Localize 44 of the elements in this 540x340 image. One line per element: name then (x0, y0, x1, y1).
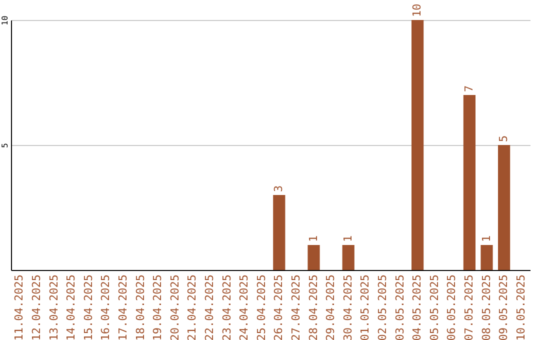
data-label: 10 (410, 4, 424, 17)
x-tick-label: 11.04.2025 (12, 274, 26, 340)
x-tick-label: 07.05.2025 (462, 274, 476, 340)
bar (308, 245, 320, 270)
data-label: 1 (341, 235, 354, 242)
x-tick-label: 20.04.2025 (168, 274, 182, 340)
x-tick-label: 16.04.2025 (99, 274, 112, 340)
bar (342, 245, 354, 270)
bar (273, 195, 286, 270)
bar (498, 145, 510, 270)
x-tick-label: 18.04.2025 (134, 274, 147, 340)
x-tick-label: 29.04.2025 (324, 274, 338, 340)
x-tick-label: 25.04.2025 (254, 274, 268, 340)
x-tick-label: 02.05.2025 (376, 274, 389, 340)
data-label: 5 (497, 135, 510, 142)
x-tick-label: 06.05.2025 (445, 274, 458, 340)
x-tick-label: 22.04.2025 (202, 274, 216, 340)
x-tick-label: 23.04.2025 (220, 274, 234, 340)
x-tick-label: 08.05.2025 (480, 274, 493, 340)
data-label: 3 (272, 185, 286, 192)
x-tick-label: 24.04.2025 (238, 274, 251, 340)
x-tick-label: 19.04.2025 (151, 274, 164, 340)
x-tick-label: 10.05.2025 (514, 274, 528, 340)
data-label: 1 (480, 235, 493, 242)
x-tick-label: 03.05.2025 (393, 274, 406, 340)
bar (463, 95, 476, 270)
bar (411, 20, 424, 270)
x-tick-label: 05.05.2025 (428, 274, 441, 340)
x-tick-label: 12.04.2025 (30, 274, 43, 340)
x-tick-label: 30.04.2025 (341, 274, 354, 340)
x-tick-label: 14.04.2025 (64, 274, 78, 340)
data-label: 7 (462, 85, 476, 92)
x-tick-label: 13.04.2025 (47, 274, 60, 340)
x-tick-label: 04.05.2025 (410, 274, 424, 340)
x-tick-label: 27.04.2025 (289, 274, 302, 340)
x-tick-label: 26.04.2025 (272, 274, 286, 340)
x-tick-label: 21.04.2025 (186, 274, 199, 340)
bar (480, 245, 493, 270)
x-tick-label: 17.04.2025 (116, 274, 130, 340)
data-label: 1 (306, 235, 320, 242)
x-tick-label: 28.04.2025 (306, 274, 320, 340)
x-tick-label: 01.05.2025 (358, 274, 372, 340)
x-tick-label: 09.05.2025 (497, 274, 510, 340)
x-tick-label: 15.04.2025 (82, 274, 95, 340)
